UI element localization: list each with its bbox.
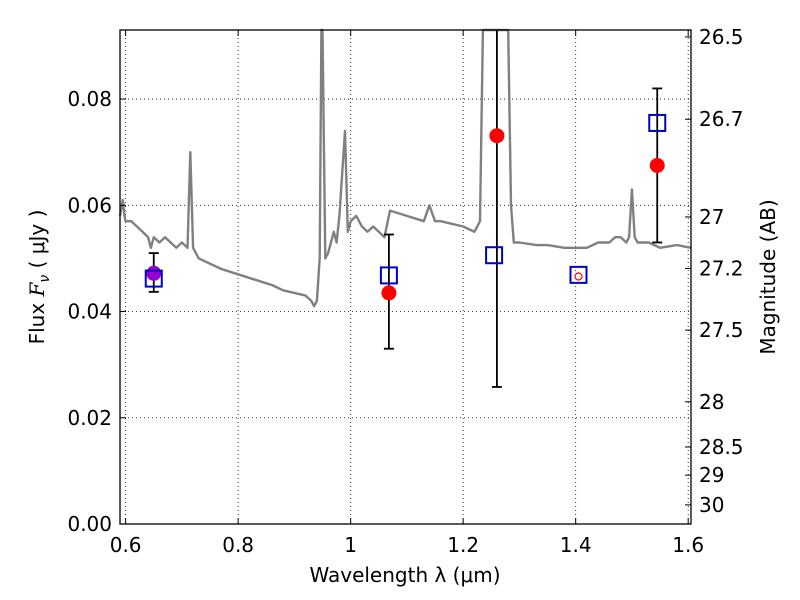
y-axis-label: Flux Fν ( μJy ) <box>25 210 53 345</box>
observed-point <box>489 128 505 144</box>
model-spectrum-line <box>118 28 692 308</box>
x-tick-label: 1.4 <box>560 533 592 557</box>
y-label-suffix: ( μJy ) <box>25 210 49 275</box>
x-tick-label: 0.6 <box>110 533 142 557</box>
model-spectrum <box>118 28 692 308</box>
observed-point <box>381 285 397 301</box>
y-axis-right-label: Magnitude (AB) <box>756 199 780 354</box>
model-photometry-square <box>144 269 163 288</box>
right-tick-label: 29 <box>699 463 724 487</box>
right-tick-label: 26.7 <box>699 107 744 131</box>
model-photometry-square <box>379 266 398 285</box>
y-tick-label: 0.00 <box>67 512 112 536</box>
model-photometry-square <box>569 265 588 284</box>
observed-point <box>649 157 665 173</box>
right-tick-label: 30 <box>699 493 724 517</box>
x-axis-label: Wavelength λ (μm) <box>309 563 500 587</box>
model-photometry-square <box>485 246 504 265</box>
observed-points <box>146 128 665 301</box>
y-label-symbol: F <box>25 281 49 297</box>
right-tick-label: 27.2 <box>699 257 744 281</box>
right-tick-label: 27.5 <box>699 318 744 342</box>
observed-point <box>146 265 162 281</box>
y-axis-ticks: 0.00 0.02 0.04 0.06 0.08 <box>67 87 126 536</box>
model-photometry-square <box>648 113 667 132</box>
x-axis-ticks: 0.6 0.8 1 1.2 1.4 1.6 <box>110 30 704 557</box>
x-tick-label: 1.2 <box>447 533 479 557</box>
y-tick-label: 0.04 <box>67 300 112 324</box>
y-tick-label: 0.06 <box>67 193 112 217</box>
right-tick-label: 27 <box>699 205 724 229</box>
y-label-prefix: Flux <box>25 296 49 344</box>
right-tick-label: 28 <box>699 390 724 414</box>
y-tick-label: 0.02 <box>67 406 112 430</box>
right-tick-label: 28.5 <box>699 435 744 459</box>
x-tick-label: 1 <box>344 533 357 557</box>
right-tick-label: 26.5 <box>699 25 744 49</box>
right-axis-ticks: 26.5 26.7 27 27.2 27.5 28 28.5 29 30 <box>685 25 744 517</box>
model-photometry-points <box>144 113 667 288</box>
y-label-subscript: ν <box>37 275 53 283</box>
x-tick-label: 0.8 <box>222 533 254 557</box>
x-tick-label: 1.6 <box>672 533 704 557</box>
observed-point <box>574 272 583 281</box>
plot-frame <box>119 29 692 525</box>
y-tick-label: 0.08 <box>67 87 112 111</box>
